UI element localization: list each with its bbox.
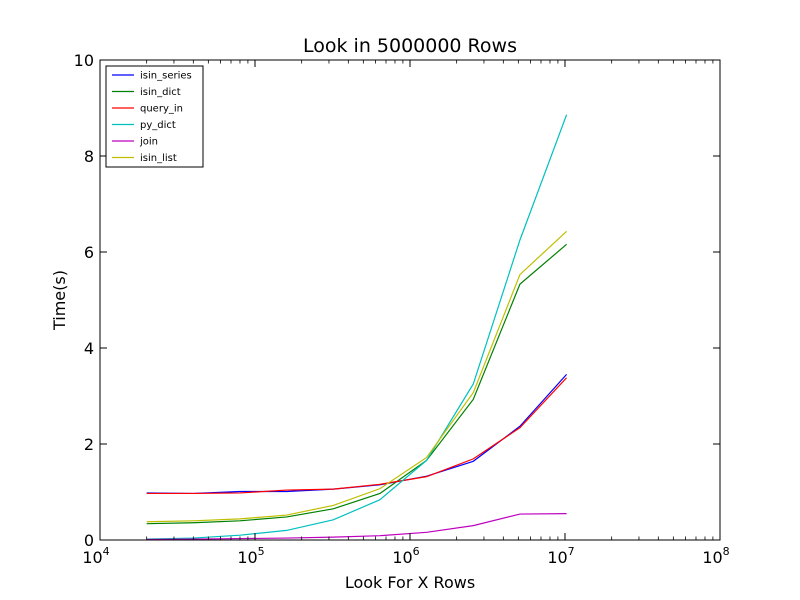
legend-box bbox=[105, 65, 204, 168]
x-tick-label: 106 bbox=[392, 545, 419, 567]
legend-label-join: join bbox=[139, 137, 158, 148]
y-tick-label: 4 bbox=[84, 339, 94, 358]
tick-labels-layer: 104 105 106 107 108 0 2 4 6 8 10 bbox=[74, 51, 730, 567]
y-tick-label: 6 bbox=[84, 243, 94, 262]
y-axis-label: Time(s) bbox=[50, 270, 69, 331]
x-tick-label: 104 bbox=[82, 545, 109, 567]
series-line-isin_dict bbox=[146, 243, 567, 525]
series-line-join bbox=[146, 513, 567, 540]
y-tick-label: 10 bbox=[74, 51, 94, 70]
series-line-py_dict bbox=[146, 114, 568, 540]
chart-title: Look in 5000000 Rows bbox=[303, 35, 517, 57]
x-axis-label: Look For X Rows bbox=[345, 573, 475, 592]
y-tick-label: 0 bbox=[84, 531, 94, 550]
series-line-query_in bbox=[146, 377, 568, 495]
legend-label-isin_dict: isin_dict bbox=[140, 87, 181, 98]
series-line-isin_list bbox=[146, 230, 568, 523]
x-tick-label: 105 bbox=[237, 545, 264, 567]
legend-label-isin_list: isin_list bbox=[140, 153, 177, 164]
legend-label-py_dict: py_dict bbox=[140, 120, 176, 131]
series-line-isin_series bbox=[146, 373, 568, 495]
legend-label-isin_series: isin_series bbox=[140, 71, 192, 82]
y-tick-label: 2 bbox=[84, 435, 94, 454]
series-layer bbox=[146, 114, 568, 540]
y-tick-label: 8 bbox=[84, 147, 94, 166]
x-tick-label: 108 bbox=[702, 545, 729, 567]
x-tick-label: 107 bbox=[547, 545, 574, 567]
legend-label-query_in: query_in bbox=[140, 104, 183, 115]
ticks-layer bbox=[99, 59, 721, 541]
